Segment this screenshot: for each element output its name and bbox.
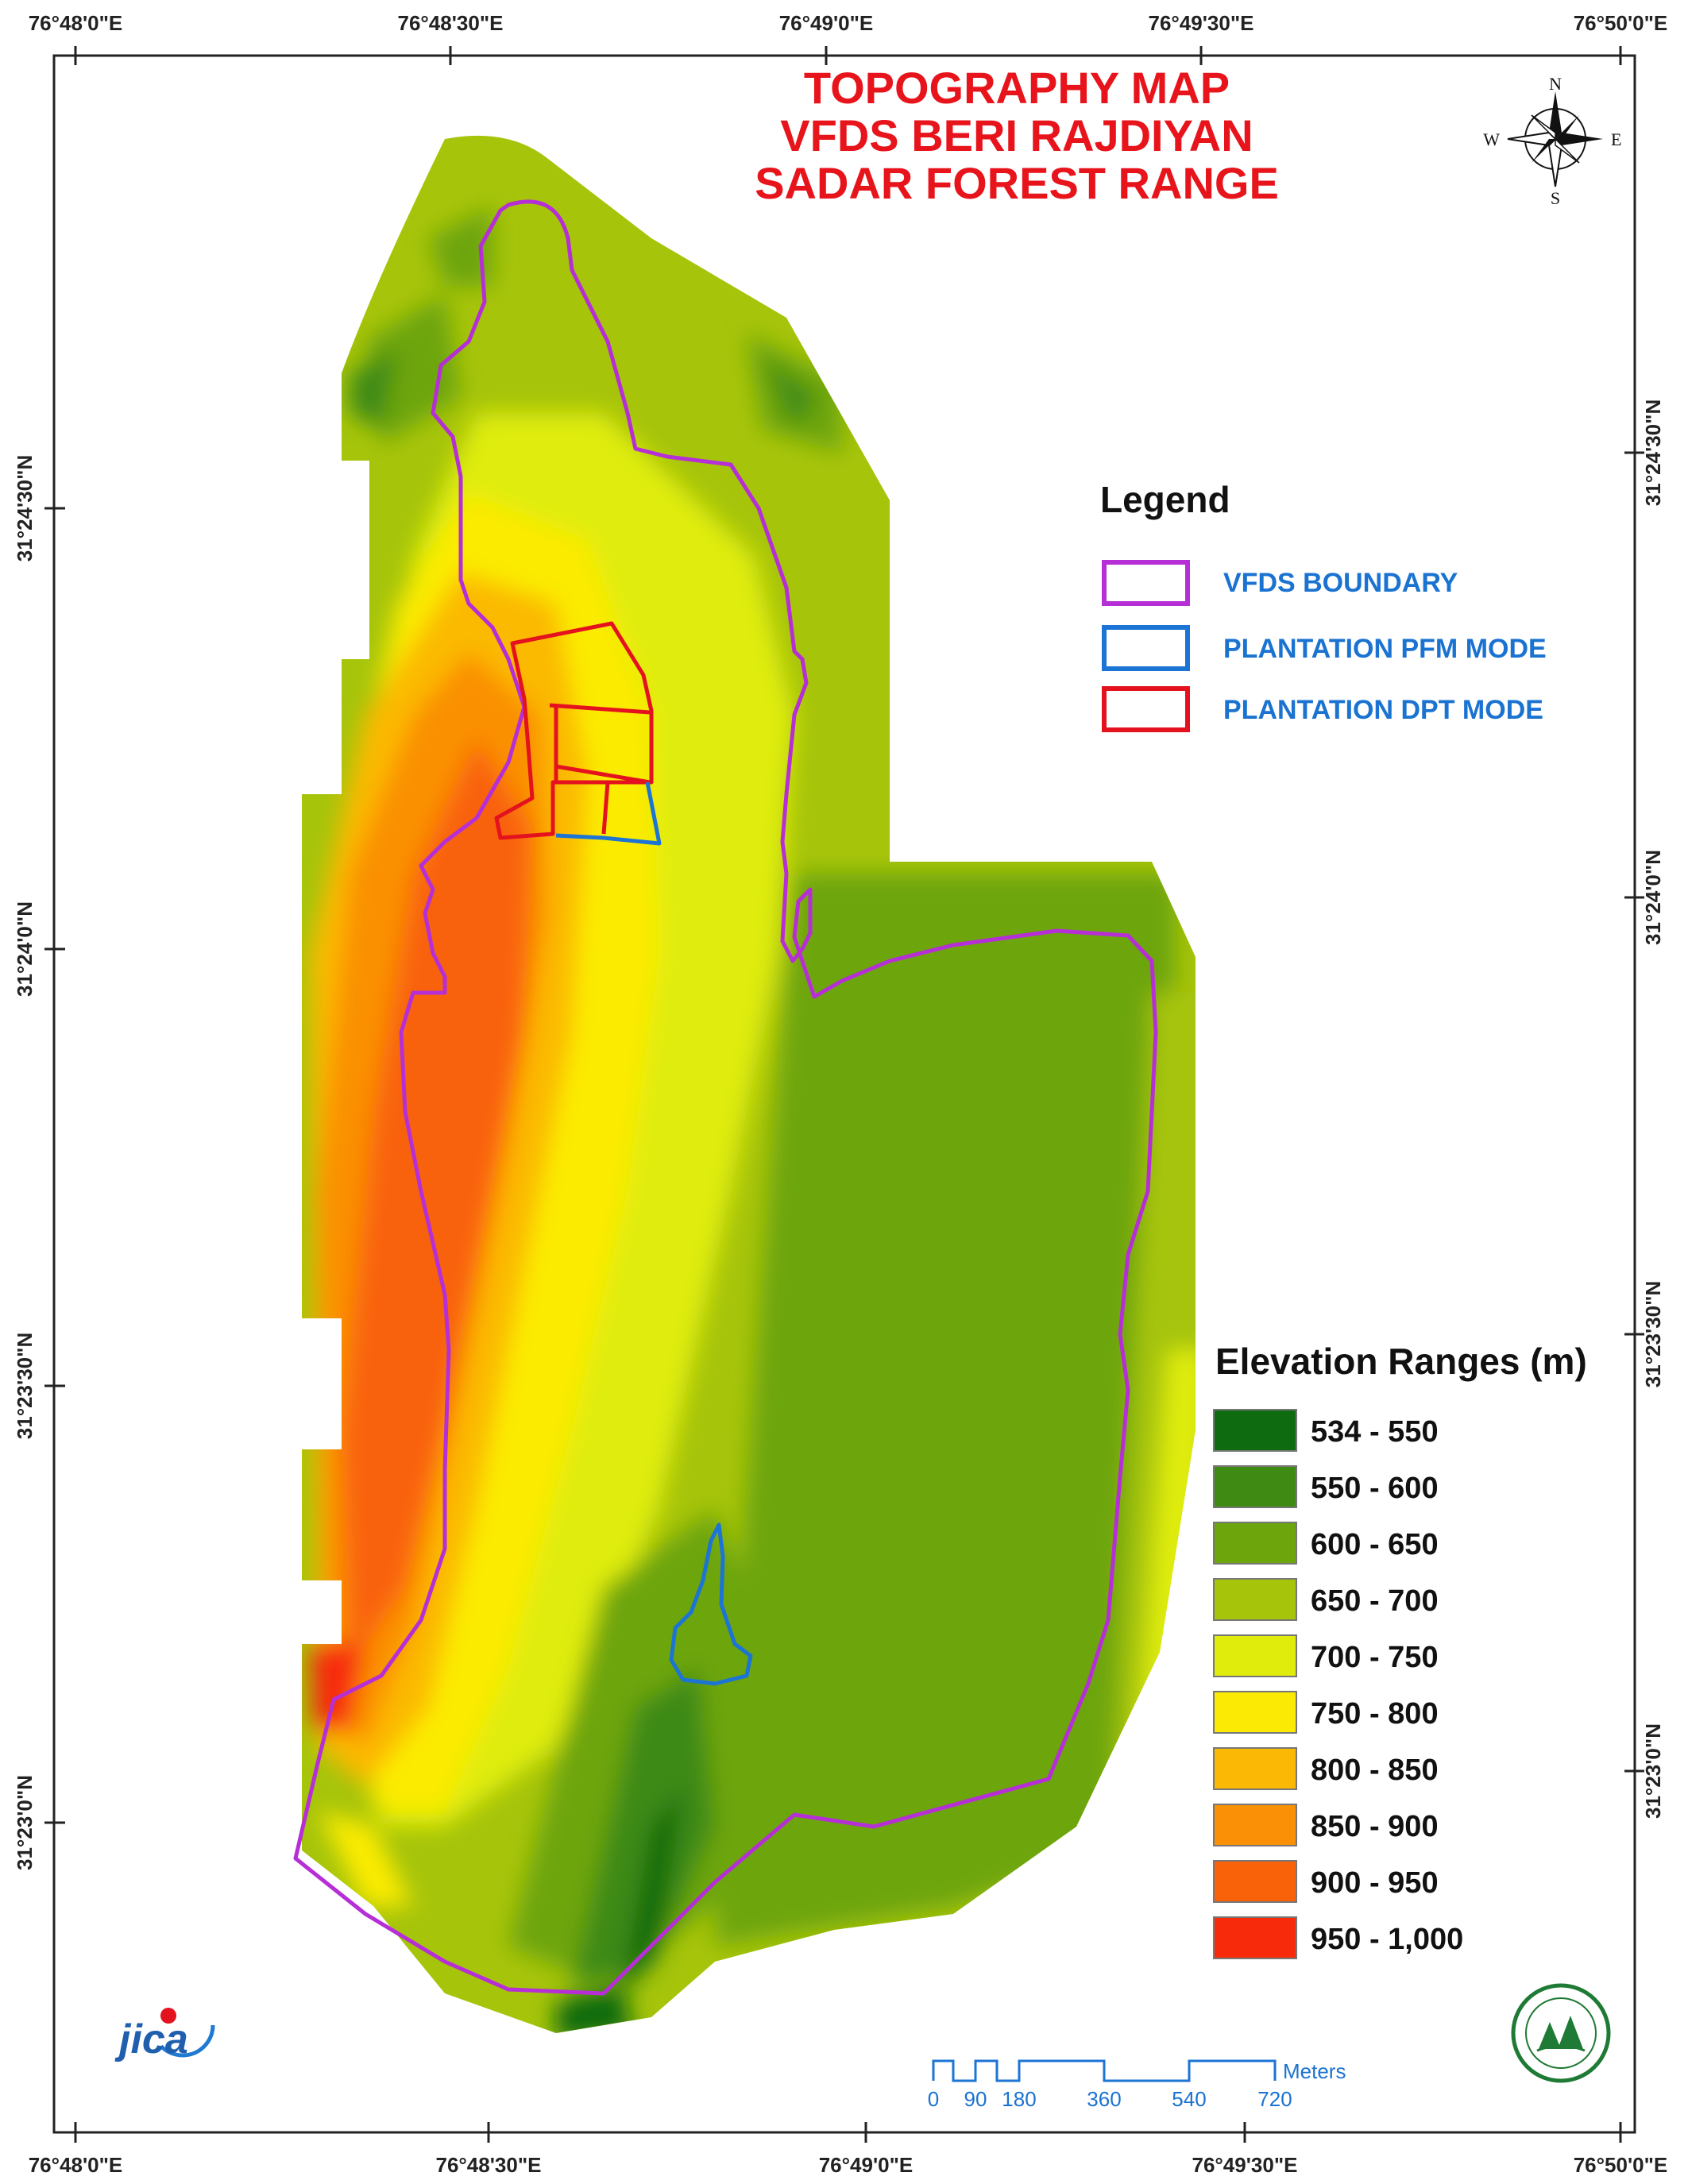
elevation-swatch	[1213, 1860, 1297, 1903]
scale-tick: 360	[1087, 2087, 1121, 2111]
legend-label-dpt: PLANTATION DPT MODE	[1223, 695, 1543, 725]
title-line-2: VFDS BERI RAJDIYAN	[780, 110, 1253, 160]
lon-label-top: 76°48'0"E	[29, 11, 123, 35]
lon-label-top: 76°49'0"E	[779, 11, 874, 35]
legend-swatch-dpt	[1102, 686, 1190, 732]
lon-label-top: 76°50'0"E	[1574, 11, 1668, 35]
lon-label-top: 76°48'30"E	[397, 11, 503, 35]
elevation-label: 534 - 550	[1311, 1415, 1439, 1449]
lat-label-left: 31°23'0"N	[13, 1775, 37, 1870]
elevation-label: 750 - 800	[1311, 1697, 1439, 1731]
elevation-swatch	[1213, 1747, 1297, 1790]
legend-title: Legend	[1100, 479, 1230, 520]
elevation-swatch	[1213, 1522, 1297, 1565]
lat-label-right: 31°23'0"N	[1641, 1723, 1665, 1819]
elevation-swatch	[1213, 1578, 1297, 1621]
elevation-label: 900 - 950	[1311, 1866, 1439, 1900]
elevation-label: 850 - 900	[1311, 1810, 1439, 1843]
lon-label-bottom: 76°48'0"E	[29, 2153, 123, 2177]
scale-tick: 90	[964, 2087, 987, 2111]
jica-logo-text: jica	[114, 2016, 188, 2062]
scale-bar	[932, 2059, 1277, 2082]
plantation-pfm-north	[555, 781, 662, 846]
lat-label-right: 31°23'30"N	[1641, 1281, 1665, 1387]
elevation-swatch	[1213, 1691, 1297, 1734]
lon-label-bottom: 76°48'30"E	[435, 2153, 541, 2177]
lat-label-right: 31°24'30"N	[1641, 399, 1665, 506]
elevation-raster	[302, 135, 1196, 2033]
elevation-legend: Elevation Ranges (m) 534 - 550 550 - 600 6…	[1213, 1341, 1587, 1959]
scale-bar-line	[932, 2059, 1277, 2082]
lon-label-bottom: 76°50'0"E	[1574, 2153, 1668, 2177]
legend-swatch-boundary	[1102, 560, 1190, 606]
plantation-pfm-south	[669, 1522, 753, 1686]
elevation-label: 950 - 1,000	[1311, 1923, 1463, 1956]
elevation-label: 700 - 750	[1311, 1641, 1439, 1674]
scale-tick: 720	[1257, 2087, 1292, 2111]
legend: Legend VFDS BOUNDARY PLANTATION PFM MODE…	[1100, 479, 1547, 732]
compass-e: E	[1611, 129, 1621, 149]
legend-swatch-pfm	[1102, 625, 1190, 671]
plantation-dpt-area	[494, 621, 654, 840]
lon-label-top: 76°49'30"E	[1148, 11, 1253, 35]
scale-tick: 540	[1172, 2087, 1206, 2111]
elevation-swatch	[1213, 1465, 1297, 1508]
title-line-1: TOPOGRAPHY MAP	[804, 63, 1230, 113]
scale-tick: 180	[1002, 2087, 1036, 2111]
forest-department-seal-icon	[1511, 1983, 1611, 2083]
graticule-ticks	[44, 46, 1644, 2143]
elevation-label: 650 - 700	[1311, 1584, 1439, 1618]
elevation-label: 800 - 850	[1311, 1754, 1439, 1787]
elevation-swatch	[1213, 1916, 1297, 1959]
jica-logo: jica	[114, 1993, 215, 2062]
compass-s: S	[1551, 188, 1560, 208]
vfds-boundary	[293, 199, 1158, 1996]
compass-n: N	[1549, 74, 1562, 94]
compass-w: W	[1483, 129, 1500, 149]
plantation-dpt-divider	[549, 703, 651, 835]
elevation-label: 550 - 600	[1311, 1472, 1439, 1505]
title-line-3: SADAR FOREST RANGE	[755, 158, 1279, 208]
lat-label-left: 31°23'30"N	[13, 1333, 37, 1439]
scale-tick: 0	[928, 2087, 939, 2111]
lon-label-bottom: 76°49'0"E	[819, 2153, 914, 2177]
lon-label-bottom: 76°49'30"E	[1192, 2153, 1297, 2177]
elevation-legend-title: Elevation Ranges (m)	[1215, 1341, 1587, 1382]
elevation-swatch	[1213, 1409, 1297, 1452]
lat-label-right: 31°24'0"N	[1641, 850, 1665, 945]
elevation-swatch	[1213, 1634, 1297, 1677]
elevation-swatch	[1213, 1804, 1297, 1846]
lat-label-left: 31°24'0"N	[13, 901, 37, 997]
map-title: TOPOGRAPHY MAP VFDS BERI RAJDIYAN SADAR …	[755, 63, 1279, 208]
north-arrow-icon: N S E W	[1483, 74, 1621, 208]
scale-unit: Meters	[1283, 2059, 1346, 2083]
lat-label-left: 31°24'30"N	[13, 455, 37, 561]
legend-label-boundary: VFDS BOUNDARY	[1223, 568, 1458, 598]
legend-label-pfm: PLANTATION PFM MODE	[1223, 634, 1547, 664]
elevation-label: 600 - 650	[1311, 1528, 1439, 1561]
